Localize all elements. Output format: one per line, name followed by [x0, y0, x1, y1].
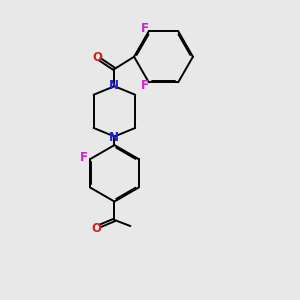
Text: N: N	[109, 131, 119, 144]
Text: F: F	[141, 22, 149, 35]
Text: N: N	[109, 79, 119, 92]
Text: F: F	[80, 152, 88, 164]
Text: F: F	[141, 79, 149, 92]
Text: O: O	[92, 221, 102, 235]
Text: O: O	[92, 51, 102, 64]
